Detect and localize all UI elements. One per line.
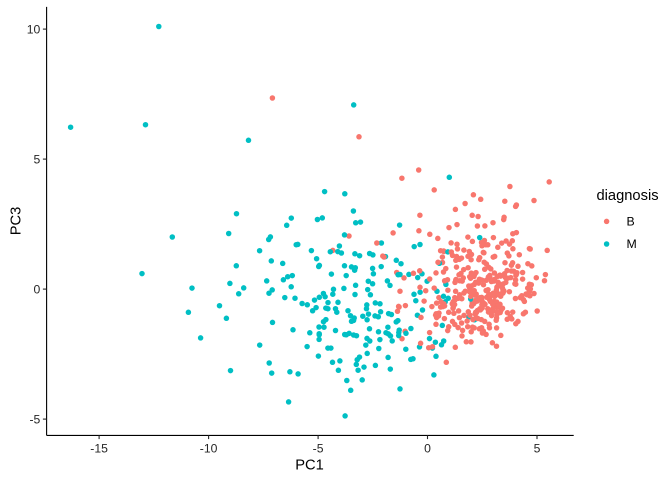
svg-text:PC3: PC3 — [8, 207, 24, 236]
svg-text:-5: -5 — [313, 442, 324, 456]
svg-text:-15: -15 — [90, 442, 108, 456]
svg-text:PC1: PC1 — [295, 458, 324, 474]
svg-text:10: 10 — [27, 22, 41, 36]
svg-text:0: 0 — [34, 282, 41, 296]
svg-text:-10: -10 — [200, 442, 218, 456]
svg-text:-5: -5 — [29, 412, 40, 426]
svg-text:B: B — [627, 215, 635, 229]
svg-text:5: 5 — [34, 152, 41, 166]
svg-text:5: 5 — [534, 442, 541, 456]
svg-text:diagnosis: diagnosis — [597, 188, 659, 204]
svg-text:0: 0 — [424, 442, 431, 456]
svg-text:M: M — [627, 237, 637, 251]
